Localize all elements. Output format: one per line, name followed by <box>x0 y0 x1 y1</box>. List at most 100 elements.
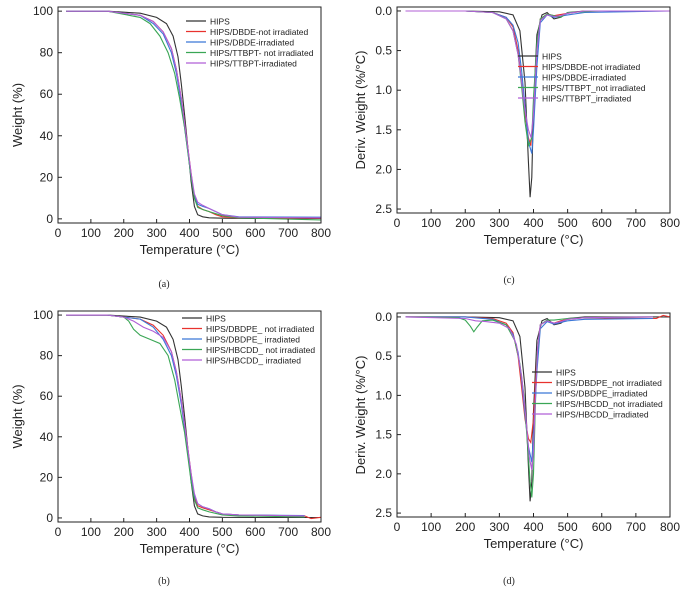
x-tick-label: 600 <box>245 525 265 539</box>
x-tick-label: 100 <box>421 216 441 230</box>
x-tick-label: 200 <box>455 520 475 534</box>
y-tick-label: 0.0 <box>375 4 392 18</box>
x-tick-label: 600 <box>592 216 612 230</box>
y-tick-label: 2.0 <box>375 162 392 176</box>
y-tick-label: 20 <box>40 470 54 484</box>
panel-caption: (a) <box>158 279 169 290</box>
x-tick-label: 700 <box>626 520 646 534</box>
y-tick-label: 20 <box>40 170 54 184</box>
x-tick-label: 600 <box>592 520 612 534</box>
legend-label: HIPS/DBDPE_ not irradiated <box>206 324 314 334</box>
x-tick-label: 200 <box>114 226 134 240</box>
legend-label: HIPS/HBCDD_ not irradiated <box>206 345 315 355</box>
x-tick-label: 700 <box>626 216 646 230</box>
series-line <box>66 10 321 219</box>
legend-label: HIPS <box>556 368 576 378</box>
x-tick-label: 400 <box>179 226 199 240</box>
x-tick-label: 100 <box>421 520 441 534</box>
y-tick-label: 2.5 <box>375 506 392 520</box>
x-tick-label: 0 <box>394 520 401 534</box>
y-tick-label: 40 <box>40 430 54 444</box>
x-tick-label: 800 <box>311 525 331 539</box>
y-tick-label: 60 <box>40 87 54 101</box>
y-tick-label: 1.0 <box>375 388 392 402</box>
x-tick-label: 200 <box>455 216 475 230</box>
legend-label: HIPS/HBCDD_irradiated <box>556 410 649 420</box>
y-axis-title: Deriv. Weight (%/°C) <box>353 356 368 475</box>
chart-panel: 0 100 200 300 400 500 600 700 800 0.0 0.5 1.0 1.5 2.0… <box>353 310 680 587</box>
series-line <box>405 10 670 154</box>
x-tick-label: 300 <box>147 226 167 240</box>
x-tick-label: 700 <box>278 525 298 539</box>
x-tick-label: 0 <box>55 525 62 539</box>
x-tick-label: 800 <box>660 520 680 534</box>
legend-label: HIPS/DBDE-not irradiated <box>542 62 641 72</box>
legend-label: HIPS/HBCDD_ irradiated <box>206 356 301 366</box>
legend-label: HIPS/TTBPT_not irradiated <box>542 83 646 93</box>
panel-caption: (c) <box>503 275 514 286</box>
x-tick-label: 0 <box>394 216 401 230</box>
panel-caption: (b) <box>158 576 170 587</box>
y-axis-title: Weight (%) <box>10 384 25 448</box>
legend-label: HIPS/DBDPE_irradiated <box>556 389 648 399</box>
y-tick-label: 40 <box>40 129 54 143</box>
x-tick-label: 300 <box>489 520 509 534</box>
y-tick-label: 1.5 <box>375 428 392 442</box>
legend-label: HIPS/HBCDD_not irradiated <box>556 399 663 409</box>
x-tick-label: 400 <box>523 216 543 230</box>
series-line <box>66 314 305 517</box>
y-axis-title: Weight (%) <box>10 83 25 147</box>
y-axis-title: Deriv. Weight (%/°C) <box>353 51 368 170</box>
x-tick-label: 800 <box>660 216 680 230</box>
legend-label: HIPS/TTBPT_irradiated <box>542 94 632 104</box>
x-tick-label: 500 <box>212 226 232 240</box>
y-tick-label: 60 <box>40 389 54 403</box>
y-tick-label: 0 <box>46 212 53 226</box>
y-tick-label: 100 <box>33 4 53 18</box>
y-tick-label: 2.5 <box>375 202 392 216</box>
series-line <box>405 316 653 471</box>
legend-label: HIPS/DBDE-irradiated <box>210 38 294 48</box>
x-axis-title: Temperature (°C) <box>140 242 240 257</box>
panel-caption: (d) <box>503 576 515 587</box>
x-axis-title: Temperature (°C) <box>484 536 584 551</box>
legend-label: HIPS/DBDPE_ irradiated <box>206 335 300 345</box>
legend-label: HIPS/TTBPT- not irradiated <box>210 48 314 58</box>
x-tick-label: 500 <box>558 216 578 230</box>
y-tick-label: 80 <box>40 349 54 363</box>
x-tick-label: 800 <box>311 226 331 240</box>
x-tick-label: 100 <box>81 525 101 539</box>
legend-label: HIPS <box>542 52 562 62</box>
x-axis-title: Temperature (°C) <box>484 232 584 247</box>
legend-label: HIPS/DBDE-not irradiated <box>210 27 309 37</box>
chart-panel: 0 100 200 300 400 500 600 700 800 0 20 40 60 80 100 Tem… <box>10 4 331 290</box>
x-axis-title: Temperature (°C) <box>140 541 240 556</box>
y-tick-label: 0 <box>46 511 53 525</box>
legend-label: HIPS <box>206 314 226 324</box>
y-tick-label: 0.5 <box>375 349 392 363</box>
chart-panel: 0 100 200 300 400 500 600 700 800 0.0 0.5 1.0 1.5 2.0… <box>353 4 680 286</box>
series-line <box>405 10 670 138</box>
x-tick-label: 0 <box>55 226 62 240</box>
x-tick-label: 300 <box>489 216 509 230</box>
y-tick-label: 1.5 <box>375 123 392 137</box>
legend-label: HIPS <box>210 17 230 27</box>
y-tick-label: 2.0 <box>375 467 392 481</box>
x-tick-label: 500 <box>212 525 232 539</box>
y-tick-label: 100 <box>33 308 53 322</box>
x-tick-label: 400 <box>179 525 199 539</box>
x-tick-label: 500 <box>558 520 578 534</box>
x-tick-label: 400 <box>523 520 543 534</box>
legend-label: HIPS/TTBPT-irradiated <box>210 59 297 69</box>
x-tick-label: 200 <box>114 525 134 539</box>
legend-label: HIPS/DBDPE_not irradiated <box>556 378 662 388</box>
y-tick-label: 80 <box>40 46 54 60</box>
x-tick-label: 300 <box>147 525 167 539</box>
x-tick-label: 600 <box>245 226 265 240</box>
y-tick-label: 0.5 <box>375 44 392 58</box>
chart-panel: 0 100 200 300 400 500 600 700 800 0 20 40 60 80 100 Tem… <box>10 308 331 587</box>
y-tick-label: 1.0 <box>375 83 392 97</box>
legend-label: HIPS/DBDE-irradiated <box>542 73 626 83</box>
series-line <box>66 314 305 518</box>
